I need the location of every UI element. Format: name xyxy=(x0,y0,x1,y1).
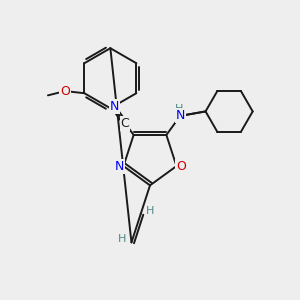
Text: N: N xyxy=(110,100,119,113)
Text: H: H xyxy=(146,206,154,216)
Text: N: N xyxy=(115,160,124,172)
Text: H: H xyxy=(175,104,183,115)
Text: O: O xyxy=(60,85,70,98)
Text: O: O xyxy=(176,160,186,172)
Text: N: N xyxy=(176,110,185,122)
Text: C: C xyxy=(121,117,130,130)
Text: H: H xyxy=(118,234,126,244)
